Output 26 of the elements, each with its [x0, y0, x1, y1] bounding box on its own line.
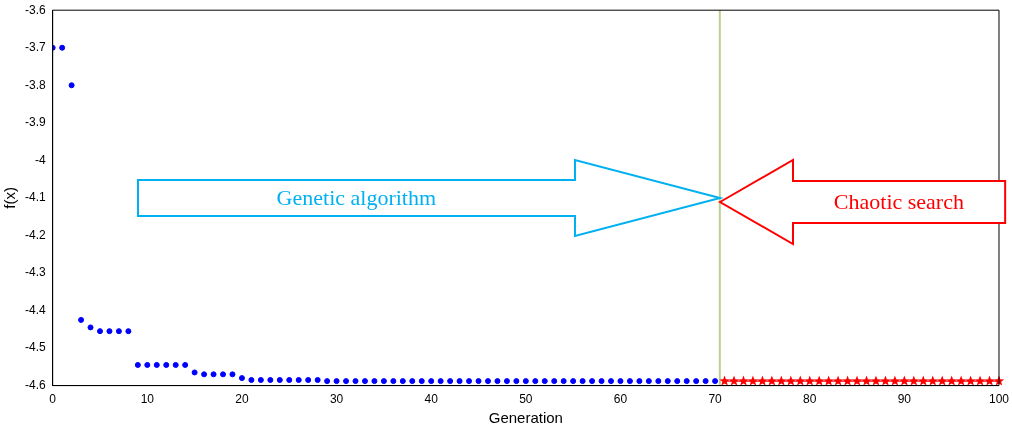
x-tick-label: 20 — [235, 392, 249, 407]
x-tick-label: 70 — [708, 392, 723, 407]
x-tick-label: 90 — [897, 392, 912, 407]
y-tick-label: -4.4 — [24, 302, 46, 317]
y-axis-title: f(x) — [1, 187, 19, 209]
annotation: Chaotic search — [833, 188, 964, 215]
y-tick-label: -3.6 — [24, 2, 46, 17]
x-tick-label: 100 — [988, 392, 1010, 407]
y-tick-label: -4.2 — [24, 227, 46, 242]
y-tick-label: -4 — [35, 152, 46, 167]
annotation: Genetic algorithm — [276, 184, 437, 211]
x-tick-label: 60 — [613, 392, 628, 407]
y-tick-label: -3.9 — [24, 115, 46, 130]
x-tick-label: 10 — [140, 392, 155, 407]
x-tick-label: 50 — [519, 392, 533, 407]
y-tick-label: -4.1 — [24, 190, 46, 205]
y-tick-label: -3.7 — [24, 40, 46, 55]
y-tick-label: -4.6 — [24, 377, 46, 392]
y-tick-label: -4.5 — [24, 340, 46, 355]
y-tick-label: -4.3 — [24, 265, 46, 280]
x-tick-label: 0 — [49, 392, 57, 407]
x-tick-label: 40 — [424, 392, 439, 407]
y-tick-label: -3.8 — [24, 77, 46, 92]
x-tick-label: 80 — [803, 392, 817, 407]
x-tick-label: 30 — [329, 392, 344, 407]
x-axis-title: Generation — [488, 409, 563, 427]
